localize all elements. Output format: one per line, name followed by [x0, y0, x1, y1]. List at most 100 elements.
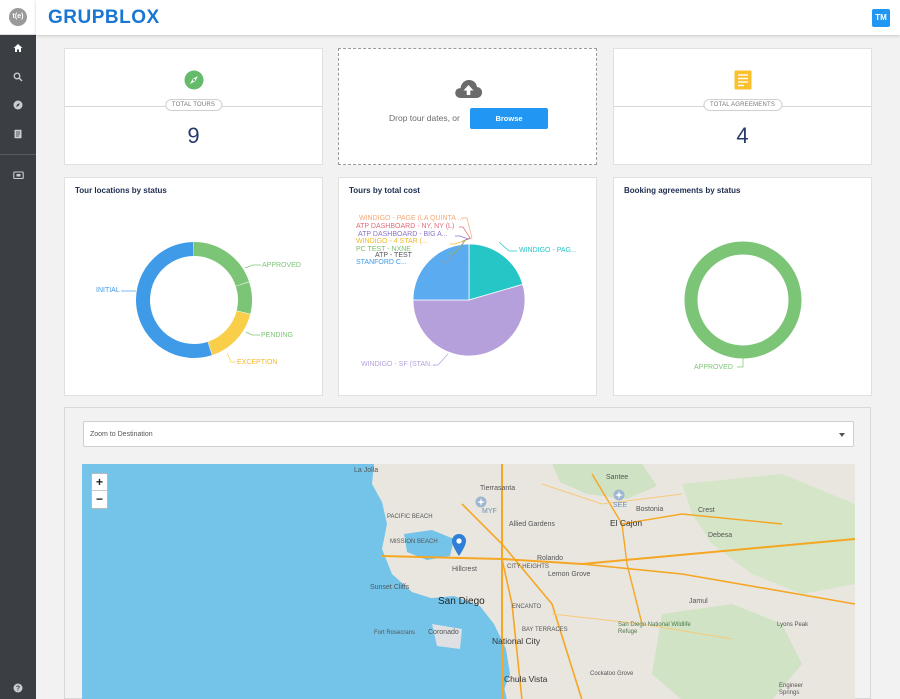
legend-exception: EXCEPTION — [237, 359, 278, 366]
callout-label: WINDIGO - 4 STAR (... — [356, 238, 428, 245]
sidebar: t(e) ? — [0, 0, 36, 699]
pie-slice[interactable] — [412, 243, 470, 301]
chart-title: Tour locations by status — [75, 186, 167, 195]
location-pin-icon[interactable] — [452, 534, 466, 556]
map-label: CITY HEIGHTS — [507, 564, 549, 570]
sidebar-item-search[interactable] — [0, 66, 36, 88]
user-avatar[interactable]: TM — [872, 9, 890, 27]
stat-label: TOTAL AGREEMENTS — [702, 99, 783, 111]
map-label: Hillcrest — [452, 566, 477, 573]
legend-windigo-sf: WINDIGO - SF (STAN... — [361, 361, 436, 368]
sidebar-item-tours[interactable] — [0, 94, 36, 116]
map-label: Crest — [698, 507, 715, 514]
donut-segment-initial[interactable] — [136, 242, 212, 358]
legend-windigo-page: WINDIGO - PAG... — [519, 247, 577, 254]
map-label: Tierrasanta — [480, 485, 516, 492]
approved-leader — [737, 355, 744, 368]
compass-icon — [13, 100, 23, 110]
approved-leader — [244, 264, 261, 269]
map-label: San Diego National Wildlife Refuge — [618, 622, 691, 635]
zoom-to-destination-select[interactable]: Zoom to Destination — [83, 421, 854, 447]
callout-label: STANFORD C... — [356, 259, 407, 266]
logo-mark: t(e) — [9, 8, 27, 26]
top-bar: GRUPBLOX TM — [36, 0, 900, 35]
zoom-in-button[interactable]: + — [92, 474, 107, 491]
map-label: Allied Gardens — [509, 521, 555, 528]
donut-segment-pending[interactable] — [235, 282, 252, 314]
map-label: ENCANTO — [512, 604, 542, 610]
map-label: Sunset Cliffs — [370, 584, 410, 591]
stat-label: TOTAL TOURS — [164, 99, 223, 111]
sidebar-item-home[interactable] — [0, 37, 36, 59]
map-label: National City — [492, 636, 541, 646]
callout-leader — [441, 241, 464, 263]
donut-segment-exception[interactable] — [207, 310, 251, 355]
map-label: MISSION BEACH — [390, 539, 438, 545]
drop-instructions: Drop tour dates, or — [389, 113, 460, 123]
chevron-down-icon — [839, 433, 845, 437]
cloud-upload-icon — [455, 80, 483, 98]
legend-approved: APPROVED — [262, 262, 301, 269]
map-panel: Zoom to Destination — [64, 407, 871, 699]
search-icon — [13, 72, 23, 82]
map-label: Rolando — [537, 555, 564, 562]
compass-icon — [184, 70, 203, 90]
donut-segment-approved[interactable] — [684, 241, 802, 359]
callout-leader — [450, 239, 467, 245]
booking-agreements-chart-card: Booking agreements by status APPROVED — [613, 177, 872, 396]
stat-value: 9 — [187, 123, 200, 148]
browse-button[interactable]: Browse — [470, 108, 548, 129]
map-label: Coronado — [428, 629, 459, 636]
map-label: MYF — [482, 508, 497, 515]
map-label: Fort Rosecrans — [374, 630, 416, 636]
tours-cost-pie — [412, 217, 526, 366]
sidebar-item-help[interactable]: ? — [0, 677, 36, 699]
stat-value: 4 — [736, 123, 749, 148]
airport-icon — [613, 489, 625, 501]
pie-slice[interactable] — [412, 283, 526, 357]
map-view[interactable]: + − La Jolla Tierrasanta Santee Allied G… — [82, 464, 855, 699]
map-label: Lemon Grove — [548, 571, 591, 578]
callout-label: PC TEST - NXNE — [356, 246, 411, 253]
map-label: San Diego — [438, 596, 485, 607]
map-label: Lyons Peak — [777, 622, 809, 628]
airport-icon — [475, 496, 487, 508]
donut-segment-approved[interactable] — [193, 242, 249, 287]
map-label: SEE — [613, 502, 628, 509]
brand-name[interactable]: GRUPBLOX — [48, 7, 160, 28]
chart-title: Booking agreements by status — [624, 186, 741, 195]
map-label: Chula Vista — [504, 674, 548, 684]
document-icon — [734, 70, 751, 90]
home-icon — [13, 44, 23, 52]
tours-cost-chart-card: Tours by total cost WINDIGO - PAGE (LA Q… — [338, 177, 597, 396]
sidebar-item-tickets[interactable] — [0, 164, 36, 186]
pending-leader — [245, 331, 260, 336]
document-icon — [14, 129, 22, 139]
callout-leader — [447, 240, 466, 254]
sidebar-item-agreements[interactable] — [0, 123, 36, 145]
map-label: BAY TERRACES — [522, 627, 568, 633]
callout-label: ATP DASHBOARD - NY, NY (L) — [356, 223, 455, 230]
map-label: Engineer Springs — [779, 683, 804, 696]
map-label: PACIFIC BEACH — [387, 514, 433, 520]
app-logo[interactable]: t(e) — [0, 0, 36, 35]
help-icon: ? — [13, 683, 23, 693]
ticket-icon — [12, 171, 24, 180]
callout-label: WINDIGO - PAGE (LA QUINTA ... — [359, 215, 464, 222]
map-label: El Cajon — [610, 518, 643, 528]
map-label: Cockatoo Grove — [590, 671, 634, 677]
map-label: Debesa — [708, 532, 733, 539]
upload-dropzone[interactable]: Drop tour dates, or Browse — [338, 48, 597, 165]
zoom-out-button[interactable]: − — [95, 492, 103, 506]
legend-pending: PENDING — [261, 332, 293, 339]
total-agreements-card: TOTAL AGREEMENTS 4 — [613, 48, 872, 165]
pie-slice[interactable] — [468, 243, 524, 301]
exception-leader — [226, 352, 236, 363]
callout-leader — [433, 353, 449, 366]
map-tiles — [82, 464, 855, 699]
sidebar-divider — [0, 154, 36, 155]
map-label: Santee — [606, 474, 629, 481]
map-label: Bostonia — [636, 506, 664, 513]
tour-locations-donut — [121, 242, 261, 363]
callout-label: ATP - TEST — [375, 252, 412, 259]
